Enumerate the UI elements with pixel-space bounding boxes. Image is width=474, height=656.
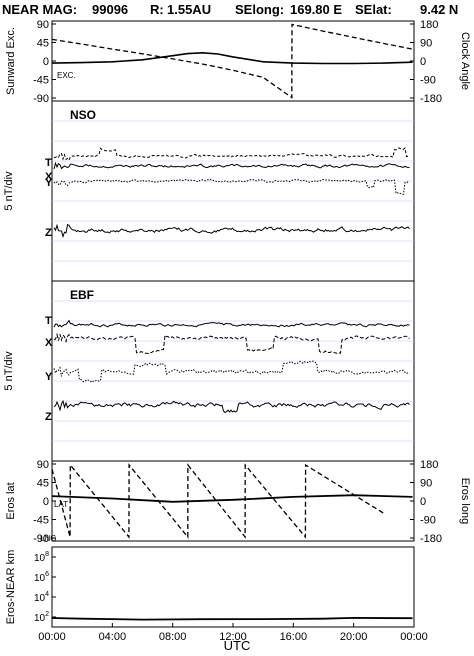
ebf-label-z: Z (45, 411, 52, 423)
eros-right-tick-label: 0 (420, 496, 426, 508)
eros-left-tick-label: 0 (43, 496, 49, 508)
range-series (51, 616, 413, 621)
orientation-left-tick-label: 45 (37, 38, 49, 50)
eros-long-line (51, 463, 385, 539)
exc-annotation: EXC. (57, 71, 76, 80)
x-tick-label: 16:00 (280, 631, 308, 643)
eros-series (51, 463, 413, 539)
eros-left-ticks: 90 45 0 -45 -90 (33, 459, 56, 545)
eros-lat-axis-label: Eros lat (5, 482, 17, 519)
ebf-grid (52, 300, 414, 442)
nso-label-x: X (45, 171, 53, 183)
eros-left-tick-label: 90 (37, 459, 49, 471)
ebf-panel-frame (51, 280, 415, 462)
orientation-left-ticks: 90 45 0 -45 -90 (33, 19, 56, 105)
orientation-right-tick-label: 180 (420, 19, 438, 31)
eros-right-tick-label: -180 (420, 533, 442, 545)
range-tick-label: 106 (34, 571, 49, 584)
orientation-left-tick-label: -45 (33, 75, 49, 87)
ebf-series (53, 319, 410, 414)
sunward-exc-axis-label: Sunward Exc. (5, 27, 17, 95)
x-tick-label: 04:00 (99, 631, 127, 643)
eros-right-tick-label: -90 (420, 515, 436, 527)
orientation-right-tick-label: 0 (420, 56, 426, 68)
range-tick-exponent: 2 (45, 611, 49, 618)
x-tick-label: 08:00 (159, 631, 187, 643)
orientation-left-tick-label: 90 (37, 19, 49, 31)
eros-right-tick-label: 90 (420, 478, 432, 490)
x-tick-label: 00:00 (400, 631, 428, 643)
eros-right-tick-label: 180 (420, 459, 438, 471)
orientation-series (51, 23, 413, 99)
eros-near-km-axis-label: Eros-NEAR km (5, 550, 17, 625)
header-mission: NEAR MAG: (2, 2, 77, 17)
x-tick-label: 20:00 (340, 631, 368, 643)
nso-z-trace (53, 223, 410, 239)
ebf-t-trace (53, 319, 410, 328)
header-day: 99096 (92, 2, 128, 17)
clock-angle-axis-label: Clock Angle (459, 32, 471, 90)
eros-left-tick-label: -90 (33, 533, 49, 545)
header-selat-value: 9.42 N (420, 2, 458, 17)
range-tick-exponent: 6 (45, 571, 49, 578)
header: NEAR MAG: 99096 R: 1.55AU SElong: 169.80… (2, 2, 458, 17)
nso-label-y: Y (45, 177, 53, 189)
orientation-left-tick-label: 0 (43, 56, 49, 68)
header-r-value: 1.55AU (167, 2, 211, 17)
orientation-right-tick-label: 90 (420, 38, 432, 50)
lng-annotation: LNG (40, 534, 56, 543)
ebf-label-y: Y (45, 371, 53, 383)
orientation-right-tick-label: -90 (420, 75, 436, 87)
nso-label-t: T (45, 157, 52, 169)
orientation-panel-frame (51, 20, 415, 102)
nso-grid (52, 120, 414, 262)
nso-x-trace (53, 147, 410, 162)
x-axis-ticks: 00:00 04:00 08:00 12:00 16:00 20:00 00:00 (38, 623, 428, 643)
eros-left-tick-label: 45 (37, 478, 49, 490)
orientation-right-ticks: 180 90 0 -90 -180 (410, 19, 442, 105)
nso-label-z: Z (45, 227, 52, 239)
nso-title: NSO (70, 108, 96, 122)
orientation-right-tick-label: -180 (420, 93, 442, 105)
range-ticks: 108 106 104 102 (34, 551, 56, 624)
header-r-label: R: (150, 2, 164, 17)
x-axis-label: UTC (224, 638, 251, 653)
eros-right-ticks: 180 90 0 -90 -180 (410, 459, 442, 545)
ebf-y-trace (53, 360, 410, 384)
ebf-ylabel: 5 nT/div (3, 351, 15, 391)
range-tick-exponent: 4 (45, 591, 49, 598)
eros-long-axis-label: Eros long (459, 478, 471, 524)
nso-panel-frame (51, 100, 415, 282)
header-selong-label: SElong: (235, 2, 284, 17)
header-selat-label: SElat: (355, 2, 392, 17)
nso-ylabel: 5 nT/div (3, 171, 15, 211)
ebf-title: EBF (70, 288, 94, 302)
ebf-x-trace (53, 332, 410, 355)
eros-lat-line (51, 494, 413, 503)
x-tick-label: 12:00 (219, 631, 247, 643)
nso-y-trace (53, 178, 410, 195)
ebf-label-t: T (45, 315, 52, 327)
nso-series (53, 147, 410, 239)
clock-angle-line (51, 23, 413, 99)
exc-line (51, 51, 413, 65)
range-tick-exponent: 8 (45, 551, 49, 558)
eros-left-tick-label: -45 (33, 515, 49, 527)
orientation-left-tick-label: -90 (33, 93, 49, 105)
eros-position-panel-frame (51, 460, 415, 542)
range-tick-label: 102 (34, 611, 49, 624)
range-line (51, 616, 413, 621)
ebf-z-trace (53, 399, 410, 414)
ebf-label-x: X (45, 337, 53, 349)
header-selong-value: 169.80 E (290, 2, 342, 17)
range-tick-label: 104 (34, 591, 49, 604)
x-tick-label: 00:00 (38, 631, 66, 643)
range-tick-label: 108 (34, 551, 49, 564)
nso-t-trace (53, 161, 410, 170)
range-panel-frame (51, 546, 415, 628)
